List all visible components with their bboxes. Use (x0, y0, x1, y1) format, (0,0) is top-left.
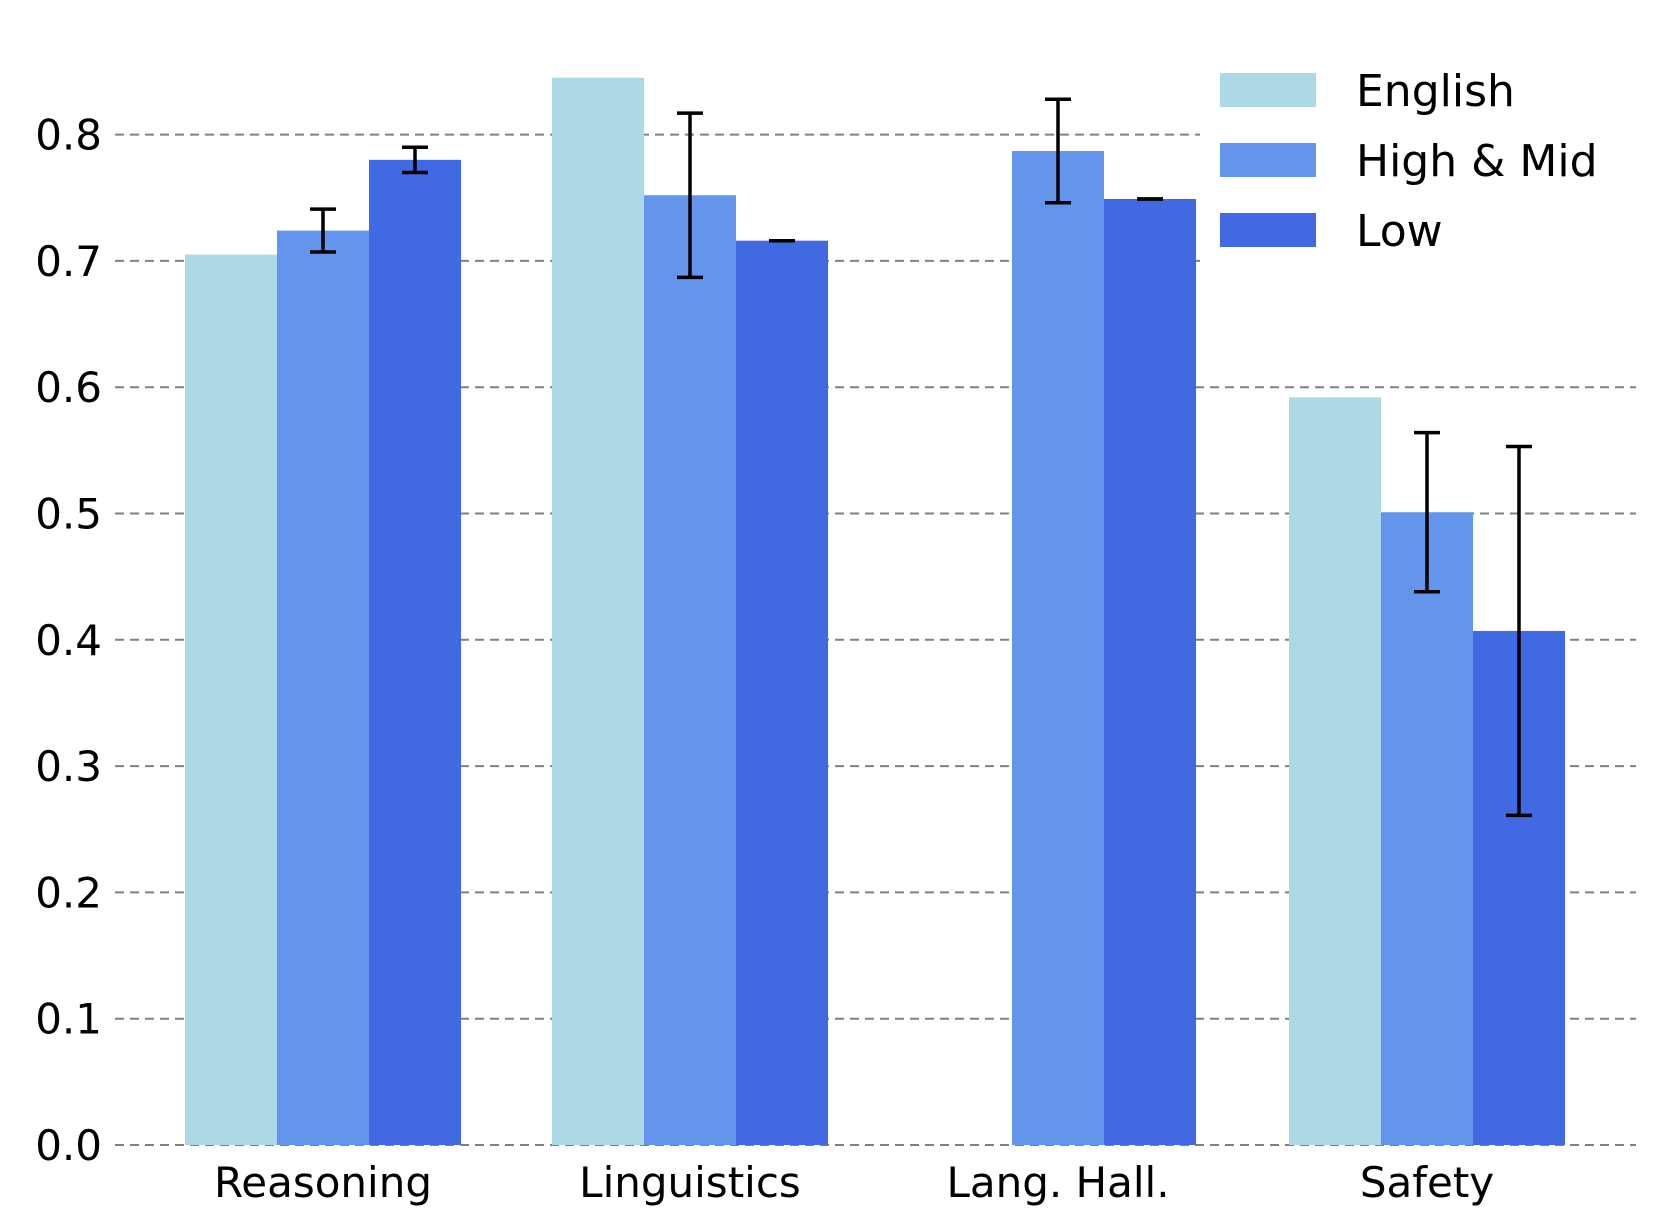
bar-english-safety (1289, 397, 1381, 1146)
legend-label: High & Mid (1356, 136, 1598, 187)
bars-layer (185, 77, 1565, 1146)
y-tick-label: 0.6 (35, 363, 102, 412)
x-tick-label: Safety (1360, 1158, 1494, 1207)
legend-label: Low (1356, 206, 1443, 257)
error-bar (1506, 444, 1532, 818)
bar-english-linguistics (552, 77, 644, 1145)
x-tick-label: Lang. Hall. (946, 1158, 1169, 1207)
y-tick-label: 0.1 (35, 995, 102, 1044)
legend-swatch-high-mid (1220, 143, 1316, 177)
bar-low-lang-hall- (1104, 199, 1196, 1145)
bar-high-mid-safety (1381, 512, 1473, 1145)
legend-swatch-english (1220, 73, 1316, 107)
y-tick-label: 0.7 (35, 237, 102, 286)
bar-high-mid-lang-hall- (1012, 151, 1104, 1146)
y-tick-label: 0.4 (35, 616, 102, 665)
y-tick-label: 0.0 (35, 1121, 102, 1170)
x-tick-label: Linguistics (579, 1158, 801, 1207)
error-bar (677, 111, 703, 280)
bar-english-reasoning (185, 254, 277, 1145)
legend-swatch-low (1220, 213, 1316, 247)
bar-low-reasoning (369, 159, 461, 1146)
error-bar (402, 145, 428, 175)
bar-high-mid-linguistics (644, 195, 736, 1145)
y-tick-label: 0.2 (35, 868, 102, 917)
y-tick-label: 0.8 (35, 111, 102, 160)
bar-low-linguistics (736, 240, 828, 1145)
bar-high-mid-reasoning (277, 230, 369, 1145)
error-bar (1045, 97, 1071, 205)
legend-label: English (1356, 66, 1515, 117)
error-bar (1414, 430, 1440, 594)
y-tick-label: 0.5 (35, 490, 102, 539)
error-bar (310, 207, 336, 254)
x-tick-label: Reasoning (214, 1158, 432, 1207)
error-bars-layer (310, 97, 1532, 818)
y-axis-tick-labels: 0.0 0.1 0.2 0.3 0.4 0.5 0.6 0.7 0.8 (35, 111, 102, 1170)
x-axis-tick-labels: Reasoning Linguistics Lang. Hall. Safety (214, 1158, 1494, 1207)
legend: English High & Mid Low (1200, 40, 1640, 270)
y-tick-label: 0.3 (35, 742, 102, 791)
